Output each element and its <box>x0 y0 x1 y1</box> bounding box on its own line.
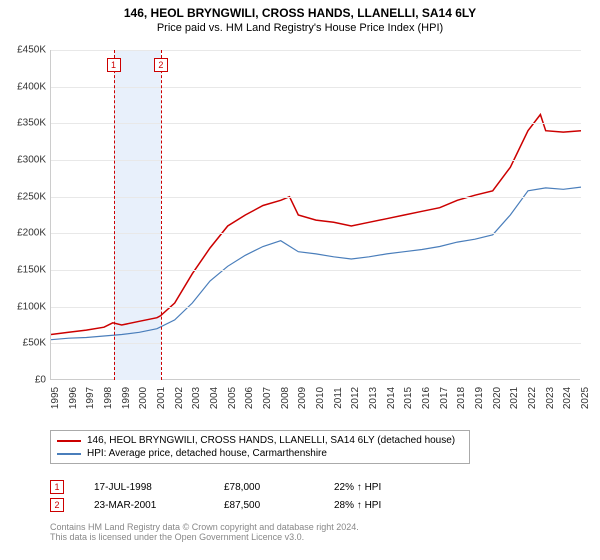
footer-attribution: Contains HM Land Registry data © Crown c… <box>50 522 359 542</box>
x-tick-label: 2010 <box>315 387 326 409</box>
data-point-pct: 28% ↑ HPI <box>334 500 381 511</box>
x-tick-label: 2014 <box>386 387 397 409</box>
legend-label: 146, HEOL BRYNGWILI, CROSS HANDS, LLANEL… <box>87 435 455 446</box>
x-tick-label: 2002 <box>174 387 185 409</box>
marker-box: 1 <box>107 58 121 72</box>
x-tick-label: 2003 <box>191 387 202 409</box>
x-tick-label: 1997 <box>85 387 96 409</box>
x-tick-label: 2021 <box>509 387 520 409</box>
y-gridline <box>51 87 581 88</box>
y-gridline <box>51 123 581 124</box>
legend-swatch <box>57 453 81 455</box>
x-tick-label: 2013 <box>368 387 379 409</box>
y-gridline <box>51 233 581 234</box>
data-point-price: £78,000 <box>224 482 304 493</box>
marker-data-table: 1 17-JUL-1998 £78,000 22% ↑ HPI 2 23-MAR-2001… <box>50 478 381 514</box>
data-point-price: £87,500 <box>224 500 304 511</box>
data-point-marker: 2 <box>50 498 64 512</box>
y-tick-label: £100K <box>17 301 46 312</box>
x-tick-label: 2005 <box>227 387 238 409</box>
y-tick-label: £350K <box>17 118 46 129</box>
x-tick-label: 2008 <box>280 387 291 409</box>
x-tick-label: 2016 <box>421 387 432 409</box>
legend-row: HPI: Average price, detached house, Carm… <box>57 447 463 460</box>
x-tick-label: 2011 <box>333 387 344 409</box>
legend-label: HPI: Average price, detached house, Carm… <box>87 448 327 459</box>
x-tick-label: 2023 <box>545 387 556 409</box>
y-gridline <box>51 343 581 344</box>
x-tick-label: 2024 <box>562 387 573 409</box>
chart-area: 12 <box>50 50 580 380</box>
x-tick-label: 2015 <box>403 387 414 409</box>
data-point-marker: 1 <box>50 480 64 494</box>
legend-row: 146, HEOL BRYNGWILI, CROSS HANDS, LLANEL… <box>57 434 463 447</box>
x-tick-label: 2006 <box>244 387 255 409</box>
y-axis: £0£50K£100K£150K£200K£250K£300K£350K£400… <box>0 50 48 380</box>
x-tick-label: 2007 <box>262 387 273 409</box>
x-tick-label: 1995 <box>50 387 61 409</box>
marker-line <box>161 50 162 380</box>
footer-line-1: Contains HM Land Registry data © Crown c… <box>50 522 359 532</box>
data-point-date: 17-JUL-1998 <box>94 482 194 493</box>
y-tick-label: £450K <box>17 45 46 56</box>
y-gridline <box>51 270 581 271</box>
x-tick-label: 1999 <box>121 387 132 409</box>
y-tick-label: £250K <box>17 191 46 202</box>
y-gridline <box>51 160 581 161</box>
chart-title: 146, HEOL BRYNGWILI, CROSS HANDS, LLANEL… <box>0 0 600 20</box>
chart-subtitle: Price paid vs. HM Land Registry's House … <box>0 20 600 38</box>
y-tick-label: £300K <box>17 155 46 166</box>
data-point-row: 1 17-JUL-1998 £78,000 22% ↑ HPI <box>50 478 381 496</box>
footer-line-2: This data is licensed under the Open Gov… <box>50 532 359 542</box>
x-tick-label: 2004 <box>209 387 220 409</box>
x-axis: 1995 1996 1997 1998 1999 2000 2001 2002 2003 2004… <box>50 380 580 430</box>
y-gridline <box>51 307 581 308</box>
data-point-row: 2 23-MAR-2001 £87,500 28% ↑ HPI <box>50 496 381 514</box>
line-series <box>51 50 581 380</box>
data-point-date: 23-MAR-2001 <box>94 500 194 511</box>
x-tick-label: 2012 <box>350 387 361 409</box>
x-tick-label: 2025 <box>580 387 591 409</box>
x-tick-label: 2020 <box>492 387 503 409</box>
plot-region: 12 <box>50 50 580 380</box>
y-gridline <box>51 50 581 51</box>
x-tick-label: 1996 <box>68 387 79 409</box>
x-tick-label: 1998 <box>103 387 114 409</box>
x-tick-label: 2017 <box>439 387 450 409</box>
legend: 146, HEOL BRYNGWILI, CROSS HANDS, LLANEL… <box>50 430 470 464</box>
data-point-pct: 22% ↑ HPI <box>334 482 381 493</box>
y-tick-label: £50K <box>23 338 46 349</box>
x-tick-label: 2000 <box>138 387 149 409</box>
x-tick-label: 2001 <box>156 387 167 409</box>
legend-swatch <box>57 440 81 442</box>
y-gridline <box>51 197 581 198</box>
marker-box: 2 <box>154 58 168 72</box>
x-tick-label: 2019 <box>474 387 485 409</box>
x-tick-label: 2022 <box>527 387 538 409</box>
series-line <box>51 187 581 340</box>
y-tick-label: £0 <box>35 375 46 386</box>
x-tick-label: 2018 <box>456 387 467 409</box>
marker-line <box>114 50 115 380</box>
y-tick-label: £400K <box>17 81 46 92</box>
y-tick-label: £150K <box>17 265 46 276</box>
x-tick-label: 2009 <box>297 387 308 409</box>
y-tick-label: £200K <box>17 228 46 239</box>
